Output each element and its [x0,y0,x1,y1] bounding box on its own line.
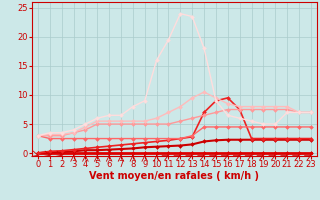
X-axis label: Vent moyen/en rafales ( km/h ): Vent moyen/en rafales ( km/h ) [89,171,260,181]
